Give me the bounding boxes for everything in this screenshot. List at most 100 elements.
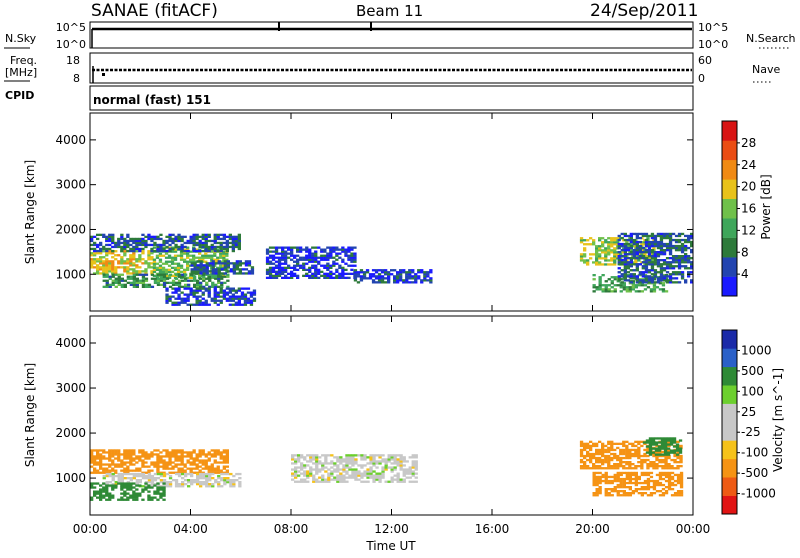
heatmap-cell: [192, 241, 196, 245]
heatmap-cell: [232, 270, 236, 273]
heatmap-cell: [601, 454, 605, 458]
heatmap-cell: [105, 268, 109, 271]
heatmap-cell: [150, 486, 154, 489]
heatmap-cell: [661, 471, 666, 475]
heatmap-cell: [631, 442, 635, 445]
heatmap-cell: [347, 276, 351, 279]
colorbar-tick-label: 25: [741, 405, 756, 419]
heatmap-cell: [634, 290, 638, 293]
heatmap-cell: [616, 492, 620, 495]
heatmap-cell: [150, 479, 155, 482]
heatmap-cell: [252, 289, 257, 292]
heatmap-cell: [201, 461, 205, 464]
heatmap-cell: [628, 454, 632, 458]
heatmap-cell: [158, 252, 163, 255]
heatmap-cell: [171, 241, 175, 245]
heatmap-cell: [114, 245, 118, 249]
heatmap-cell: [120, 492, 124, 495]
heatmap-cell: [387, 454, 391, 457]
heatmap-cell: [129, 488, 133, 491]
heatmap-cell: [228, 287, 232, 290]
heatmap-cell: [114, 268, 118, 271]
heatmap-cell: [604, 241, 608, 244]
heatmap-cell: [159, 277, 164, 280]
heatmap-cell: [135, 237, 139, 241]
heatmap-cell: [390, 456, 394, 459]
heatmap-cell: [156, 283, 161, 286]
heatmap-cell: [405, 281, 409, 284]
heatmap-cell: [623, 259, 627, 262]
heatmap-cell: [111, 496, 115, 499]
heatmap-cell: [365, 269, 370, 272]
heatmap-cell: [360, 464, 364, 467]
heatmap-cell: [629, 232, 633, 236]
heatmap-cell: [662, 242, 667, 246]
heatmap-cell: [293, 246, 297, 249]
heatmap-cell: [384, 458, 388, 461]
heatmap-cell: [138, 481, 142, 484]
heatmap-cell: [369, 476, 373, 479]
heatmap-cell: [164, 268, 169, 271]
heatmap-cell: [632, 249, 636, 252]
heatmap-cell: [219, 243, 223, 247]
heatmap-cell: [656, 277, 661, 280]
heatmap-cell: [158, 258, 163, 261]
heatmap-cell: [674, 277, 679, 280]
heatmap-cell: [105, 249, 109, 253]
heatmap-cell: [141, 465, 145, 468]
heatmap-cell: [268, 276, 273, 279]
heatmap-cell: [247, 262, 252, 265]
heatmap-cell: [111, 270, 115, 273]
heatmap-cell: [102, 467, 106, 470]
heatmap-cell: [306, 464, 310, 467]
heatmap-cell: [129, 272, 133, 275]
heatmap-cell: [619, 458, 623, 462]
heatmap-cell: [676, 450, 680, 454]
heatmap-cell: [604, 444, 608, 448]
heatmap-cell: [192, 249, 196, 253]
heatmap-cell: [231, 243, 235, 247]
heatmap-cell: [186, 459, 190, 462]
heatmap-cell: [156, 237, 160, 241]
heatmap-cell: [277, 274, 282, 277]
heatmap-cell: [141, 241, 145, 245]
heatmap-cell: [661, 494, 666, 497]
heatmap-cell: [235, 272, 239, 275]
heatmap-cell: [135, 258, 139, 261]
heatmap-cell: [613, 288, 617, 291]
heatmap-cell: [625, 456, 629, 460]
heatmap-cell: [613, 276, 617, 279]
heatmap-cell: [99, 247, 103, 251]
heatmap-cell: [687, 246, 691, 250]
heatmap-cell: [211, 268, 215, 271]
heatmap-cell: [198, 451, 202, 454]
colorbar-tick-label: 4: [741, 267, 749, 281]
heatmap-cell: [102, 496, 106, 499]
heatmap-cell: [193, 264, 197, 267]
heatmap-cell: [177, 281, 182, 284]
heatmap-cell: [190, 268, 194, 271]
heatmap-cell: [198, 303, 202, 306]
heatmap-cell: [155, 254, 160, 257]
heatmap-cell: [111, 449, 115, 452]
heatmap-cell: [315, 458, 319, 461]
heatmap-cell: [219, 233, 223, 236]
heatmap-cell: [640, 440, 644, 443]
heatmap-cell: [170, 270, 175, 273]
heatmap-cell: [673, 454, 677, 458]
heatmap-cell: [93, 258, 97, 261]
heatmap-cell: [619, 448, 623, 452]
heatmap-cell: [229, 483, 233, 486]
heatmap-cell: [217, 285, 221, 288]
heatmap-cell: [132, 247, 136, 251]
heatmap-cell: [123, 270, 127, 273]
heatmap-cell: [183, 299, 187, 302]
heatmap-cell: [237, 239, 241, 243]
heatmap-cell: [96, 260, 100, 263]
heatmap-cell: [114, 457, 118, 460]
heatmap-cell: [399, 480, 403, 483]
heatmap-cell: [147, 256, 151, 259]
heatmap-cell: [665, 234, 670, 238]
heatmap-cell: [274, 256, 279, 259]
heatmap-cell: [684, 253, 688, 256]
